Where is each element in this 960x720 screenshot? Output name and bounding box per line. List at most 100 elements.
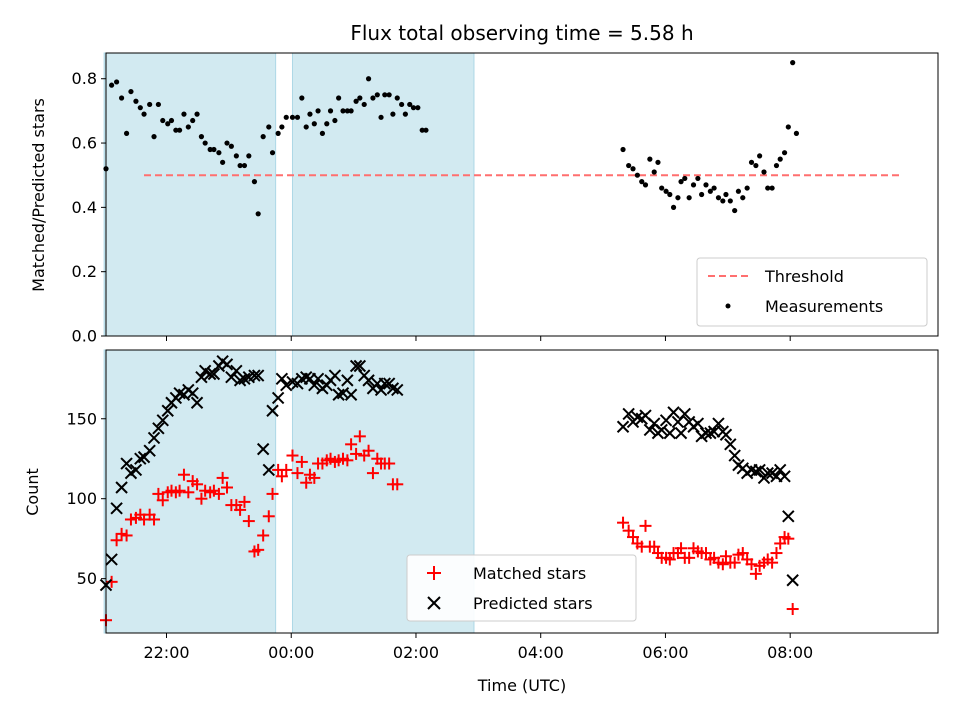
matched-star-point [728,556,741,569]
matched-star-point [639,519,652,532]
bottom-legend: Matched stars Predicted stars [406,554,637,622]
observing-window-2 [291,52,475,337]
measurement-point [793,130,800,136]
measurement-point [324,121,330,127]
measurement-point [682,175,688,182]
predicted-star-point [674,426,688,440]
measurement-point [365,76,372,82]
predicted-star-point [262,463,275,477]
measurement-point [781,150,788,156]
measurement-point [757,153,763,159]
matched-star-point [663,553,676,566]
measurement-point [703,182,709,188]
predicted-star-point [207,367,221,381]
measurement-point [224,140,230,146]
matched-star-point [675,542,688,555]
measurement-point [198,134,205,140]
matched-star-point [110,534,123,547]
matched-star-point [173,484,186,497]
matched-star-point [736,547,749,560]
matched-star-point [749,567,762,580]
measurement-point [246,153,252,159]
x-tick-label: 08:00 [767,643,813,662]
measurement-point [155,101,161,108]
measurement-point [147,101,153,108]
predicted-star-point [663,426,677,440]
measurement-point [260,134,266,140]
predicted-star-point [248,369,261,382]
matched-star-point [648,540,661,553]
matched-star-point [252,543,265,556]
x-tick-label: 00:00 [268,643,314,662]
measurement-point [357,95,363,101]
measurement-point [630,166,636,172]
matched-star-point [786,603,799,616]
predicted-star-point [622,407,635,421]
observing-window-1 [103,52,277,337]
measurement-point [241,162,248,169]
top-y-tick-label: 0.4 [72,198,97,217]
measurement-point [137,105,143,111]
measurement-point [715,195,722,201]
measurement-point [670,204,677,210]
measurement-point [675,195,681,201]
measurement-point [667,191,673,198]
measurement-point [123,130,130,136]
measurement-point [114,79,120,85]
measurement-point [340,108,346,114]
predicted-star-point [152,422,165,435]
measurement-point [315,108,321,114]
matched-star-point [716,558,729,571]
measurement-point [748,159,755,165]
measurement-point [785,124,791,130]
predicted-star-point [251,369,265,382]
measurement-point [386,92,392,98]
measurement-point [237,162,243,169]
top-y-tick-label: 0.6 [72,134,97,153]
measurement-point [695,175,701,182]
measurement-point [181,111,187,117]
matched-star-point [295,455,308,468]
legend-measurements-swatch [725,303,731,309]
legend-measurements-label: Measurements [765,297,883,316]
matched-star-point [770,547,783,560]
measurement-point [160,117,166,124]
measurement-point [773,162,780,169]
matched-star-point [353,430,366,443]
predicted-star-point [280,378,293,392]
predicted-star-point [161,404,174,417]
predicted-star-point [362,374,375,387]
measurement-point [327,108,334,114]
matched-star-point [774,537,787,550]
top-panel: 0.0 0.2 0.4 0.6 0.8 Flux total observing tim… [29,21,939,346]
predicted-star-point [328,369,342,382]
predicted-star-point [778,470,791,483]
matched-star-point [366,467,379,480]
predicted-star-point [271,391,285,405]
measurement-point [185,124,191,130]
measurement-point [410,105,417,111]
predicted-star-point [129,463,143,477]
predicted-star-point [195,370,208,384]
matched-star-point [300,476,313,489]
predicted-star-point [115,481,128,494]
bottom-legend-box [406,554,637,622]
bottom-y-axis-label: Count [23,468,42,516]
measurement-point [382,92,388,98]
measurement-point [202,140,208,146]
matched-star-point [148,513,161,526]
measurement-point [735,188,742,194]
measurement-point [194,111,200,117]
measurement-point [303,124,309,130]
predicted-star-point [749,465,763,478]
predicted-star-point [110,502,123,515]
measurement-point [374,92,380,98]
x-tick-label: 22:00 [143,643,189,662]
predicted-star-point [643,423,657,437]
measurement-point [678,179,684,185]
measurement-point [394,95,400,101]
matched-star-point [266,487,279,500]
predicted-star-point [667,406,680,419]
